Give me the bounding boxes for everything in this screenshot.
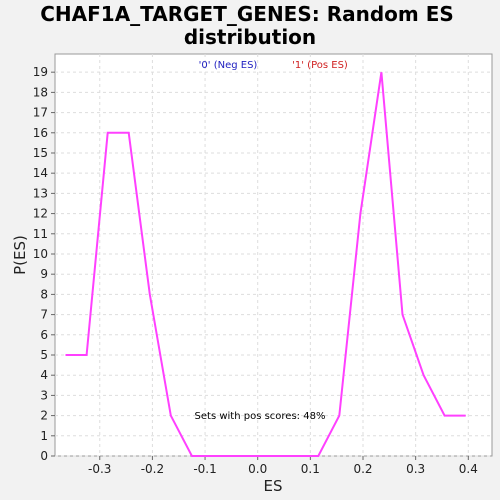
y-tick-label: 16	[33, 126, 48, 140]
x-tick-label: 0.3	[406, 462, 425, 476]
y-tick-label: 11	[33, 227, 48, 241]
y-tick-label: 3	[40, 388, 48, 402]
y-axis-label: P(ES)	[11, 235, 29, 275]
y-tick-label: 5	[40, 348, 48, 362]
y-tick-label: 4	[40, 368, 48, 382]
x-tick-label: 0.1	[301, 462, 320, 476]
x-tick-label: 0.0	[248, 462, 267, 476]
y-tick-label: 8	[40, 287, 48, 301]
y-tick-label: 0	[40, 449, 48, 463]
y-tick-label: 7	[40, 308, 48, 322]
x-tick-label: 0.4	[459, 462, 478, 476]
y-tick-label: 13	[33, 186, 48, 200]
x-tick-label: -0.1	[193, 462, 216, 476]
chart-title-line1: CHAF1A_TARGET_GENES: Random ES	[40, 2, 454, 26]
y-tick-label: 14	[33, 166, 48, 180]
pos-scores-annotation: Sets with pos scores: 48%	[195, 411, 326, 422]
chart-title-line2: distribution	[184, 25, 316, 49]
x-tick-label: -0.2	[141, 462, 164, 476]
x-axis-label: ES	[264, 477, 283, 495]
y-tick-label: 9	[40, 267, 48, 281]
plot-area	[54, 53, 493, 457]
y-tick-label: 17	[33, 106, 48, 120]
legend-pos-es: '1' (Pos ES)	[292, 60, 348, 71]
grid	[55, 54, 492, 457]
y-tick-label: 1	[40, 429, 48, 443]
y-tick-label: 15	[33, 146, 48, 160]
y-tick-label: 2	[40, 409, 48, 423]
y-tick-label: 12	[33, 207, 48, 221]
x-tick-label: -0.3	[88, 462, 111, 476]
series-line	[65, 72, 466, 457]
x-tick-label: 0.2	[353, 462, 372, 476]
y-tick-label: 10	[33, 247, 48, 261]
y-tick-label: 18	[33, 85, 48, 99]
y-tick-label: 6	[40, 328, 48, 342]
legend-neg-es: '0' (Neg ES)	[199, 60, 258, 71]
y-tick-label: 19	[33, 65, 48, 79]
